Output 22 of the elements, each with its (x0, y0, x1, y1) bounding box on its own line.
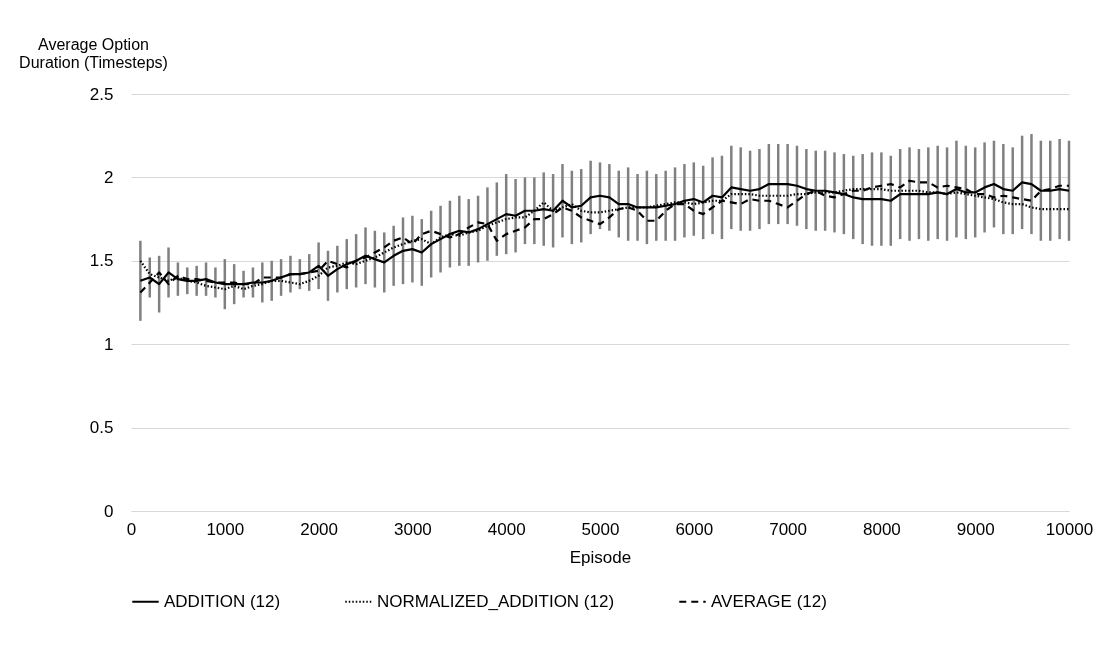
y-tick-label: 1 (104, 334, 114, 354)
y-axis-title: Average Option Duration (Timesteps) (19, 35, 168, 71)
x-tick-label: 10000 (1045, 519, 1094, 539)
x-tick-label: 1000 (206, 519, 245, 539)
x-tick-label: 0 (126, 519, 137, 539)
x-tick-label: 3000 (393, 519, 432, 539)
x-tick-label: 9000 (956, 519, 995, 539)
x-axis-title: Episode (569, 547, 632, 567)
y-tick-label: 1.5 (89, 251, 114, 271)
x-tick-label: 4000 (487, 519, 526, 539)
x-tick-label: 7000 (769, 519, 808, 539)
legend-label: ADDITION (12) (164, 591, 281, 611)
x-tick-label: 6000 (675, 519, 714, 539)
x-tick-label: 8000 (862, 519, 901, 539)
x-tick-label: 5000 (581, 519, 620, 539)
legend-label: NORMALIZED_ADDITION (12) (377, 591, 615, 611)
y-tick-label: 0 (104, 501, 114, 521)
y-tick-label: 2 (104, 167, 114, 187)
y-tick-label: 0.5 (89, 418, 114, 438)
y-tick-label: 2.5 (89, 84, 114, 104)
legend-label: AVERAGE (12) (711, 591, 827, 611)
x-tick-label: 2000 (300, 519, 339, 539)
